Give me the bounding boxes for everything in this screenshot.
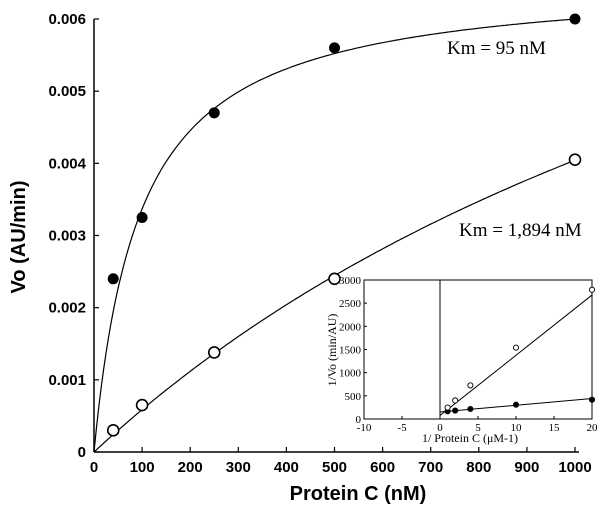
inset-fit-line-open — [439, 294, 593, 416]
inset-x-tick-label: -10 — [357, 422, 372, 434]
filled-data-point — [136, 211, 148, 223]
inset-y-tick-label: 2500 — [339, 298, 362, 310]
inset-open-data-point — [444, 404, 451, 411]
filled-data-point — [569, 13, 581, 25]
y-tick-label: 0.005 — [48, 83, 86, 100]
inset-x-tick-label: 0 — [437, 422, 443, 434]
x-tick-label: 100 — [130, 459, 155, 476]
inset-open-data-point — [512, 344, 520, 351]
open-data-point — [568, 153, 582, 167]
inset-data-points — [444, 286, 596, 415]
x-tick-label: 500 — [322, 459, 347, 476]
inset-y-tick-label: 3000 — [339, 275, 362, 287]
open-data-point — [207, 346, 221, 359]
km-annotation-filled: Km = 95 nM — [447, 38, 546, 59]
x-tick-label: 0 — [90, 459, 98, 476]
inset-open-data-point — [467, 382, 474, 389]
main-tick-labels: 0 100 200 300 400 500 600 700 800 900 100000.0010.… — [48, 11, 591, 476]
open-data-point — [106, 424, 120, 437]
y-tick-label: 0.006 — [48, 11, 86, 28]
x-tick-label: 600 — [370, 459, 395, 476]
inset-x-tick-label: 20 — [587, 422, 599, 434]
inset-x-tick-label: 5 — [475, 422, 481, 434]
x-tick-label: 400 — [274, 459, 299, 476]
inset-filled-data-point — [467, 405, 474, 413]
inset-tick-labels: -10 -5 0 5 10 15 20 0 500 1000 1500 2000 2500 3000 — [339, 275, 598, 434]
x-tick-label: 300 — [226, 459, 251, 476]
x-tick-label: 200 — [178, 459, 203, 476]
inset-y-tick-label: 2000 — [339, 321, 362, 333]
inset-filled-data-point — [452, 407, 459, 414]
open-data-point — [328, 272, 341, 286]
inset-y-tick-label: 500 — [345, 391, 362, 403]
inset-y-tick-label: 0 — [356, 414, 362, 426]
y-tick-label: 0 — [78, 444, 86, 461]
x-tick-label: 800 — [466, 459, 491, 476]
y-tick-label: 0.001 — [48, 372, 86, 389]
inset-plot: -10 -5 0 5 10 15 20 0 500 1000 1500 2000 2500 3000 1/… — [325, 275, 598, 445]
filled-data-point — [107, 273, 119, 285]
inset-filled-data-point — [588, 396, 596, 403]
inset-x-tick-label: -5 — [397, 422, 407, 434]
filled-data-point — [329, 42, 340, 54]
inset-filled-data-point — [512, 401, 520, 408]
inset-axes — [363, 279, 593, 420]
main-axes — [93, 18, 579, 453]
inset-y-tick-label: 1000 — [339, 368, 362, 380]
y-tick-label: 0.003 — [48, 228, 86, 245]
x-axis-label: Protein C (nM) — [290, 483, 427, 505]
main-data-points — [106, 13, 582, 437]
inset-open-data-point — [588, 286, 596, 293]
x-tick-label: 900 — [514, 459, 539, 476]
filled-data-point — [208, 107, 220, 119]
inset-y-tick-label: 1500 — [339, 345, 362, 357]
x-tick-label: 1000 — [558, 459, 591, 476]
inset-open-data-point — [452, 397, 459, 404]
y-axis-label: Vo (AU/min) — [8, 181, 30, 294]
inset-x-axis-label: 1/ Protein C (μM-1) — [422, 431, 518, 445]
fit-curve-filled — [93, 18, 576, 453]
y-tick-label: 0.004 — [48, 155, 86, 172]
y-tick-label: 0.002 — [48, 300, 86, 317]
inset-background — [364, 280, 592, 419]
main-plot: 0 100 200 300 400 500 600 700 800 900 100000.0010.… — [8, 11, 592, 505]
open-data-point — [135, 398, 149, 412]
km-annotation-open: Km = 1,894 nM — [459, 220, 582, 241]
inset-x-tick-label: 15 — [549, 422, 561, 434]
inset-x-tick-label: 10 — [511, 422, 523, 434]
inset-y-axis-label: 1/Vo (min/AU) — [325, 314, 339, 387]
x-tick-label: 700 — [418, 459, 443, 476]
